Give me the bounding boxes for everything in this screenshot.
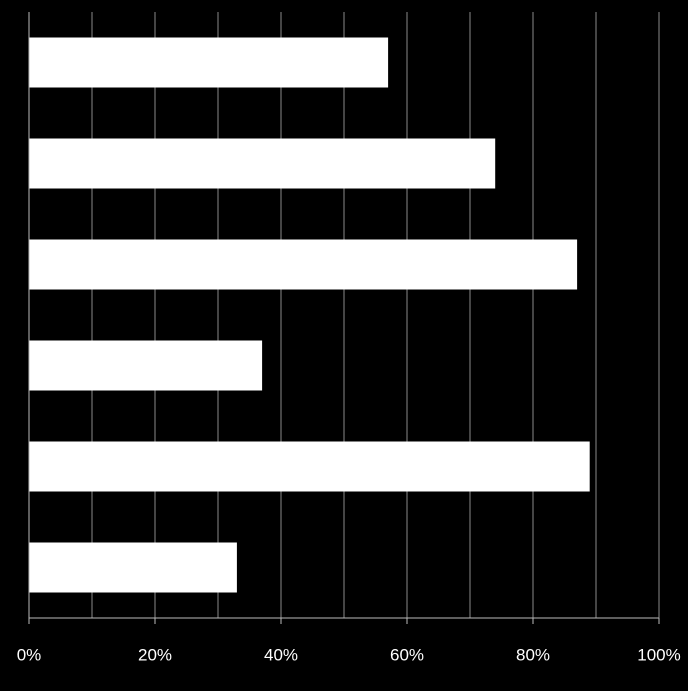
x-tick-label: 40%	[264, 645, 298, 664]
bar	[29, 37, 389, 88]
bar	[29, 138, 496, 189]
x-tick-label: 20%	[138, 645, 172, 664]
x-tick-label: 0%	[17, 645, 42, 664]
bar	[29, 340, 263, 391]
x-tick-label: 80%	[516, 645, 550, 664]
bar	[29, 239, 578, 290]
bar	[29, 441, 590, 492]
x-tick-label: 100%	[637, 645, 680, 664]
bar	[29, 542, 237, 593]
x-tick-label: 60%	[390, 645, 424, 664]
